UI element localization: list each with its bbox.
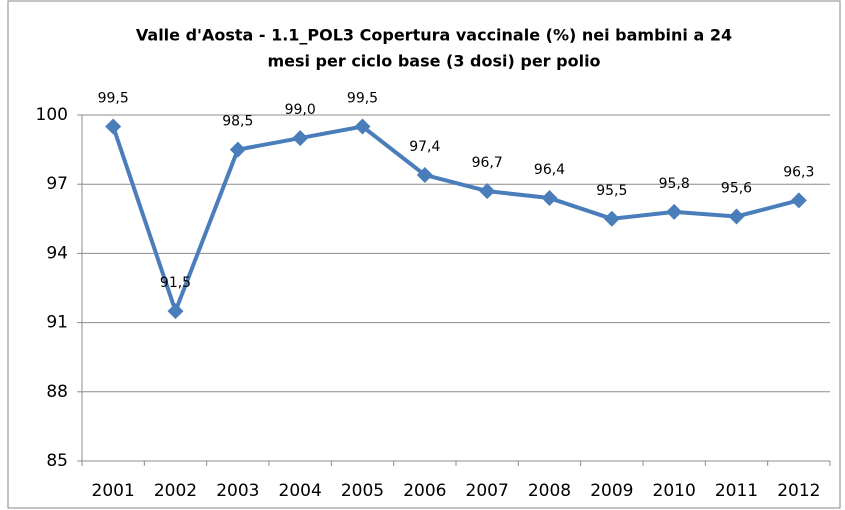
x-tick-label: 2003 — [216, 481, 259, 501]
data-label: 96,7 — [472, 155, 503, 171]
chart-title: Valle d'Aosta - 1.1_POL3 Copertura vacci… — [136, 26, 732, 45]
data-label: 99,0 — [285, 102, 316, 118]
data-point — [292, 130, 309, 147]
x-tick-label: 2009 — [590, 481, 633, 501]
y-tick-label: 91 — [46, 313, 68, 333]
data-point — [541, 190, 558, 207]
data-label: 99,5 — [347, 91, 378, 107]
x-tick-label: 2010 — [653, 481, 696, 501]
y-tick-label: 94 — [46, 243, 68, 263]
data-point — [416, 166, 433, 183]
y-tick-label: 97 — [46, 174, 68, 194]
x-tick-label: 2004 — [279, 481, 322, 501]
data-label: 96,4 — [534, 162, 565, 178]
data-label: 95,5 — [596, 183, 627, 199]
data-point — [479, 183, 496, 200]
data-point — [354, 118, 371, 135]
data-label: 95,6 — [721, 180, 752, 196]
chart-border — [7, 0, 841, 509]
x-tick-label: 2001 — [92, 481, 135, 501]
data-point — [790, 192, 807, 209]
data-label: 91,5 — [160, 275, 191, 291]
data-point — [167, 303, 184, 320]
x-tick-label: 2012 — [777, 481, 820, 501]
data-label: 96,3 — [783, 164, 814, 180]
data-point — [105, 118, 122, 135]
x-tick-label: 2002 — [154, 481, 197, 501]
x-tick-label: 2006 — [403, 481, 446, 501]
x-tick-label: 2005 — [341, 481, 384, 501]
data-label: 95,8 — [659, 176, 690, 192]
x-tick-label: 2008 — [528, 481, 571, 501]
series-line — [111, 124, 800, 314]
data-point — [603, 210, 620, 227]
x-tick-label: 2011 — [715, 481, 758, 501]
data-point — [229, 141, 246, 158]
data-label: 99,5 — [98, 91, 129, 107]
y-tick-label: 100 — [36, 105, 68, 125]
y-tick-label: 88 — [46, 382, 68, 402]
data-label: 97,4 — [409, 139, 440, 155]
data-point — [728, 208, 745, 225]
data-label: 98,5 — [222, 114, 253, 130]
chart-title: mesi per ciclo base (3 dosi) per polio — [267, 52, 600, 71]
x-tick-label: 2007 — [466, 481, 509, 501]
data-point — [666, 203, 683, 220]
y-tick-label: 85 — [46, 451, 68, 471]
